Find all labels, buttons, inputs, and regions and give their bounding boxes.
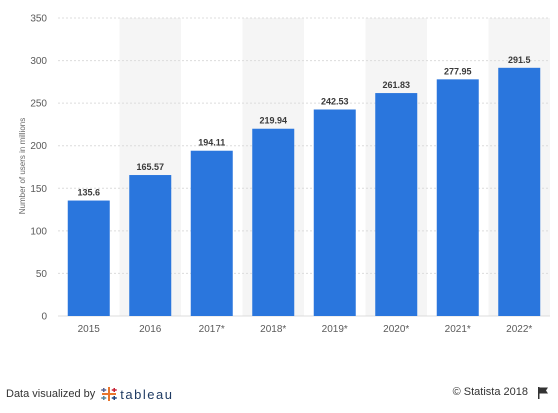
bar-value-label: 261.83 [382, 80, 410, 90]
x-tick-label: 2017* [199, 324, 225, 335]
tableau-logo[interactable]: tableau [101, 386, 173, 402]
bar[interactable] [313, 109, 356, 317]
bar-chart: 0 50 100 150 200 250 300 350 135.6 165.57 194.11 2… [18, 14, 550, 335]
y-axis-label: Number of users in millions [18, 118, 27, 214]
x-tick-label: 2022* [506, 324, 532, 335]
x-tick-label: 2021* [445, 324, 471, 335]
bar-value-label: 242.53 [321, 97, 349, 107]
bar[interactable] [498, 67, 541, 317]
bar[interactable] [129, 175, 172, 316]
bar[interactable] [375, 93, 418, 316]
y-tick-label: 200 [30, 141, 47, 152]
tableau-plus-icon [101, 387, 118, 401]
x-tick-label: 2018* [260, 324, 286, 335]
y-tick-label: 100 [30, 226, 47, 237]
bar-value-label: 165.57 [136, 162, 164, 172]
bars [67, 67, 541, 317]
bar-value-label: 219.94 [259, 116, 287, 126]
y-tick-label: 350 [30, 14, 47, 25]
bar-value-label: 291.5 [508, 55, 531, 65]
bar[interactable] [436, 79, 479, 316]
y-tick-label: 250 [30, 99, 47, 110]
footer: Data visualized by tableau © Statista 20… [0, 382, 558, 406]
bar[interactable] [67, 200, 110, 316]
tableau-wordmark: tableau [120, 386, 174, 402]
y-tick-label: 50 [36, 269, 48, 280]
y-axis-ticks: 0 50 100 150 200 250 300 350 [30, 14, 47, 323]
bar-value-label: 135.6 [77, 188, 100, 198]
y-tick-label: 150 [30, 184, 47, 195]
bar-value-label: 194.11 [198, 138, 225, 148]
x-axis-ticks: 2015 2016 2017* 2018* 2019* 2020* 2021* 2022* [78, 324, 533, 335]
data-visualized-credit[interactable]: Data visualized by tableau [6, 386, 173, 402]
x-tick-label: 2016 [139, 324, 162, 335]
bar[interactable] [252, 128, 295, 316]
flag-icon[interactable] [536, 386, 550, 400]
bar-value-label: 277.95 [444, 66, 472, 76]
x-tick-label: 2019* [322, 324, 348, 335]
credit-text: Data visualized by [6, 388, 96, 400]
y-tick-label: 0 [41, 312, 47, 323]
x-tick-label: 2015 [78, 324, 101, 335]
x-tick-label: 2020* [383, 324, 409, 335]
statista-copyright[interactable]: © Statista 2018 [452, 386, 528, 398]
value-labels: 135.6 165.57 194.11 219.94 242.53 261.83 277.9… [77, 55, 530, 198]
y-tick-label: 300 [30, 56, 47, 67]
bar[interactable] [190, 150, 233, 316]
